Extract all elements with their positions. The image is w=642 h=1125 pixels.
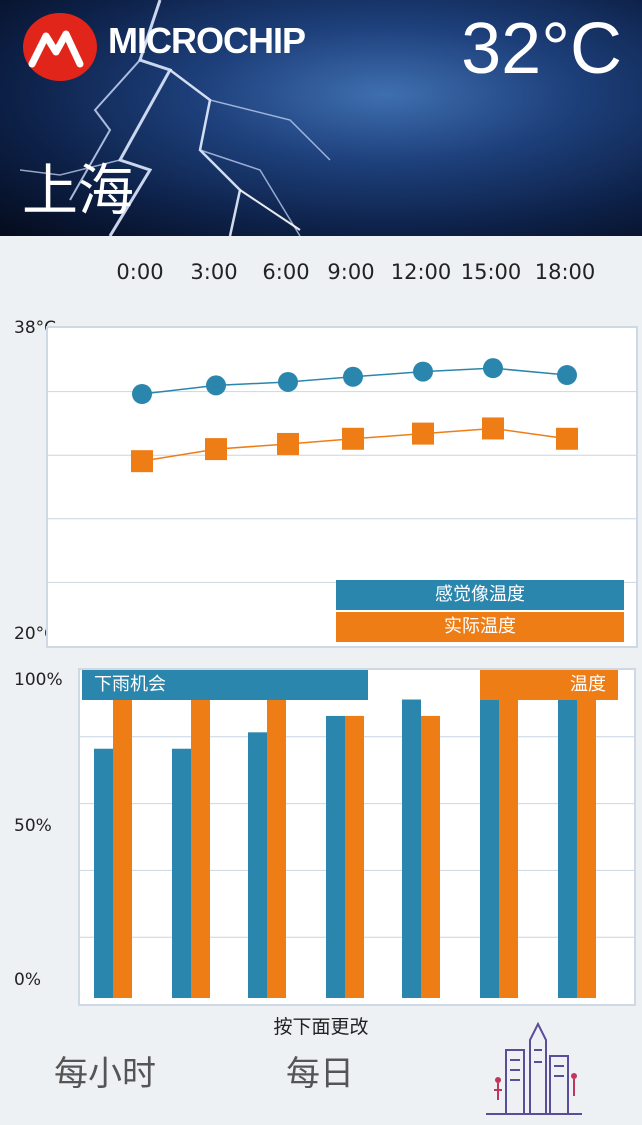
bar — [499, 676, 518, 998]
bar — [191, 699, 210, 998]
data-point — [412, 422, 434, 445]
data-point — [483, 358, 503, 379]
data-point — [278, 371, 298, 392]
data-point — [277, 432, 299, 455]
bar — [421, 715, 440, 998]
rain-chance-bar-chart: 下雨机会 温度 — [78, 668, 636, 1006]
bar — [267, 699, 286, 998]
time-label: 15:00 — [460, 260, 522, 284]
data-point — [557, 365, 577, 386]
current-temperature: 32°C — [461, 9, 622, 89]
data-point — [482, 417, 504, 440]
brand-name: MICROCHIP — [108, 20, 306, 61]
bar — [345, 715, 364, 998]
bar — [326, 715, 345, 998]
bar-y-min-label: 0% — [14, 970, 41, 990]
legend-actual-temp: 实际温度 — [336, 612, 624, 642]
bar — [480, 676, 499, 998]
bar — [248, 732, 267, 998]
bar — [172, 748, 191, 998]
data-point — [556, 427, 578, 450]
city-name: 上海 — [22, 159, 134, 224]
data-point — [413, 361, 433, 382]
data-point — [206, 375, 226, 396]
time-label: 6:00 — [262, 260, 310, 284]
header: MICROCHIP 32°C 上海 — [0, 0, 642, 236]
city-skyline-icon[interactable] — [486, 1020, 582, 1116]
data-point — [342, 427, 364, 450]
time-label: 12:00 — [390, 260, 452, 284]
bar-y-mid-label: 50% — [14, 816, 52, 836]
lightning-background — [19, 0, 331, 236]
time-label: 0:00 — [116, 260, 164, 284]
data-point — [205, 438, 227, 461]
hourly-button[interactable]: 每小时 — [54, 1054, 156, 1094]
line-chart-canvas — [48, 358, 636, 583]
data-point — [131, 450, 153, 473]
time-label: 3:00 — [190, 260, 238, 284]
bar — [94, 748, 113, 998]
bar — [402, 699, 421, 998]
legend-rain-chance: 下雨机会 — [82, 670, 368, 700]
legend-temperature: 温度 — [480, 670, 618, 700]
time-axis: 0:00 3:00 6:00 9:00 12:00 15:00 18:00 — [0, 252, 642, 292]
data-point — [343, 366, 363, 387]
legend-feels-like: 感觉像温度 — [336, 580, 624, 610]
data-point — [132, 384, 152, 404]
change-hint: 按下面更改 — [273, 1016, 369, 1038]
daily-button[interactable]: 每日 — [286, 1054, 354, 1094]
time-label: 18:00 — [534, 260, 596, 284]
temperature-line-chart: 感觉像温度 实际温度 — [46, 326, 638, 648]
bar — [577, 676, 596, 998]
bar — [113, 699, 132, 998]
bar-y-max-label: 100% — [14, 670, 63, 690]
bar — [558, 676, 577, 998]
y-min-label: 20°C — [14, 624, 57, 644]
time-label: 9:00 — [327, 260, 375, 284]
y-max-label: 38°C — [14, 318, 57, 338]
bar-chart-canvas — [80, 676, 634, 998]
microchip-logo-icon — [23, 13, 97, 81]
